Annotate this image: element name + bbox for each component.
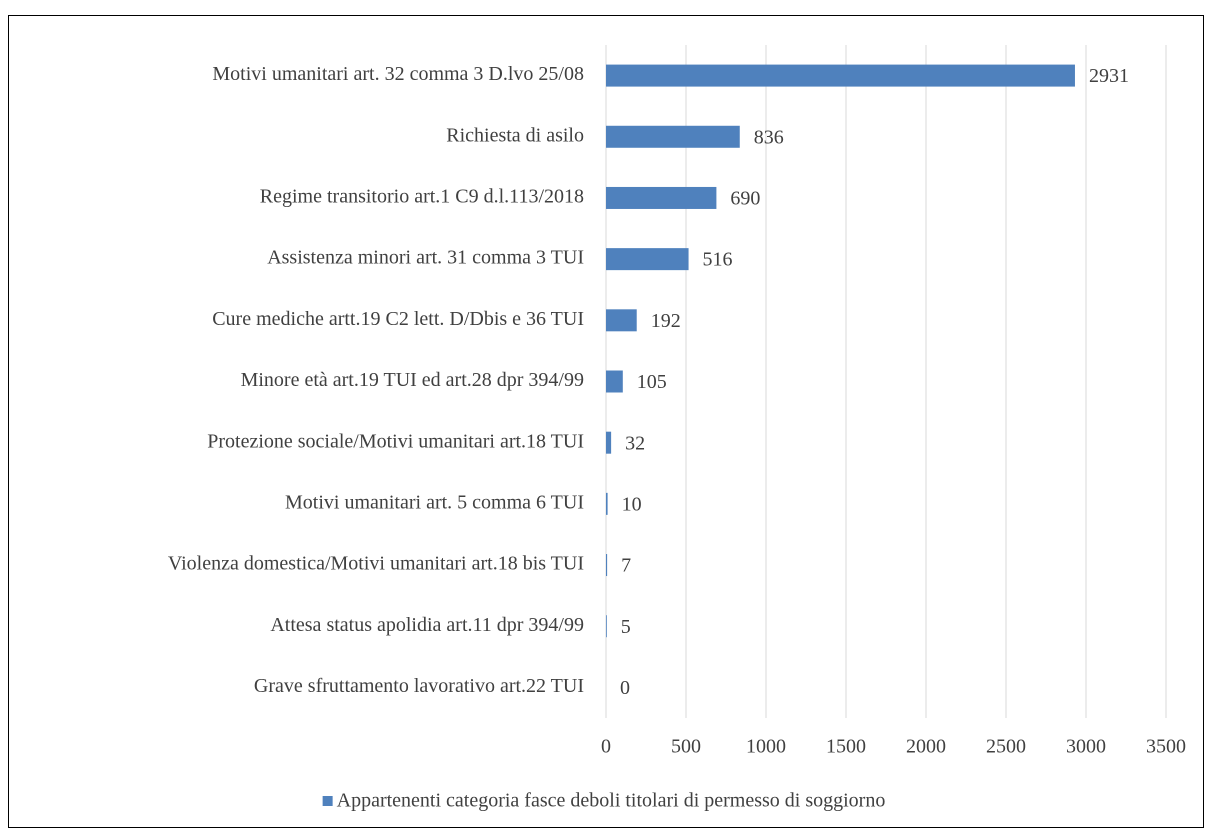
data-label: 32 xyxy=(625,432,645,454)
data-label: 516 xyxy=(703,249,733,271)
data-label: 5 xyxy=(621,616,631,638)
bar xyxy=(606,615,607,638)
y-tick-label: Cure mediche artt.19 C2 lett. D/Dbis e 3… xyxy=(212,308,584,330)
y-tick-label: Motivi umanitari art. 5 comma 6 TUI xyxy=(285,491,584,513)
legend-label: Appartenenti categoria fasce deboli tito… xyxy=(337,790,886,812)
bar xyxy=(606,309,637,332)
legend-swatch xyxy=(322,796,333,806)
bar xyxy=(606,492,608,515)
x-tick-label: 500 xyxy=(671,736,701,758)
data-label: 192 xyxy=(651,310,681,332)
bar xyxy=(606,554,608,577)
y-tick-label: Motivi umanitari art. 32 comma 3 D.lvo 2… xyxy=(212,63,584,85)
x-tick-label: 3000 xyxy=(1066,736,1106,758)
bar xyxy=(606,370,623,393)
data-label: 836 xyxy=(754,126,784,148)
x-tick-label: 2500 xyxy=(986,736,1026,758)
x-tick-label: 3500 xyxy=(1146,736,1186,758)
bar xyxy=(606,431,612,454)
x-tick-label: 1500 xyxy=(826,736,866,758)
y-tick-label: Violenza domestica/Motivi umanitari art.… xyxy=(168,553,584,575)
bar xyxy=(606,248,689,271)
y-tick-label: Richiesta di asilo xyxy=(446,124,584,146)
bar xyxy=(606,125,740,148)
data-label: 2931 xyxy=(1089,65,1129,87)
data-label: 7 xyxy=(621,555,631,577)
y-tick-label: Regime transitorio art.1 C9 d.l.113/2018 xyxy=(260,186,584,208)
data-label: 0 xyxy=(620,677,630,699)
x-tick-label: 1000 xyxy=(746,736,786,758)
data-label: 10 xyxy=(622,493,642,515)
data-label: 690 xyxy=(730,188,760,210)
y-tick-label: Grave sfruttamento lavorativo art.22 TUI xyxy=(254,675,584,697)
y-tick-label: Assistenza minori art. 31 comma 3 TUI xyxy=(267,247,584,269)
bar xyxy=(606,64,1075,87)
y-tick-label: Minore età art.19 TUI ed art.28 dpr 394/… xyxy=(241,369,584,391)
data-label: 105 xyxy=(637,371,667,393)
x-tick-label: 0 xyxy=(601,736,611,758)
y-tick-label: Attesa status apolidia art.11 dpr 394/99 xyxy=(270,614,584,636)
bar xyxy=(606,186,717,209)
x-tick-label: 2000 xyxy=(906,736,946,758)
y-tick-label: Protezione sociale/Motivi umanitari art.… xyxy=(207,430,584,452)
